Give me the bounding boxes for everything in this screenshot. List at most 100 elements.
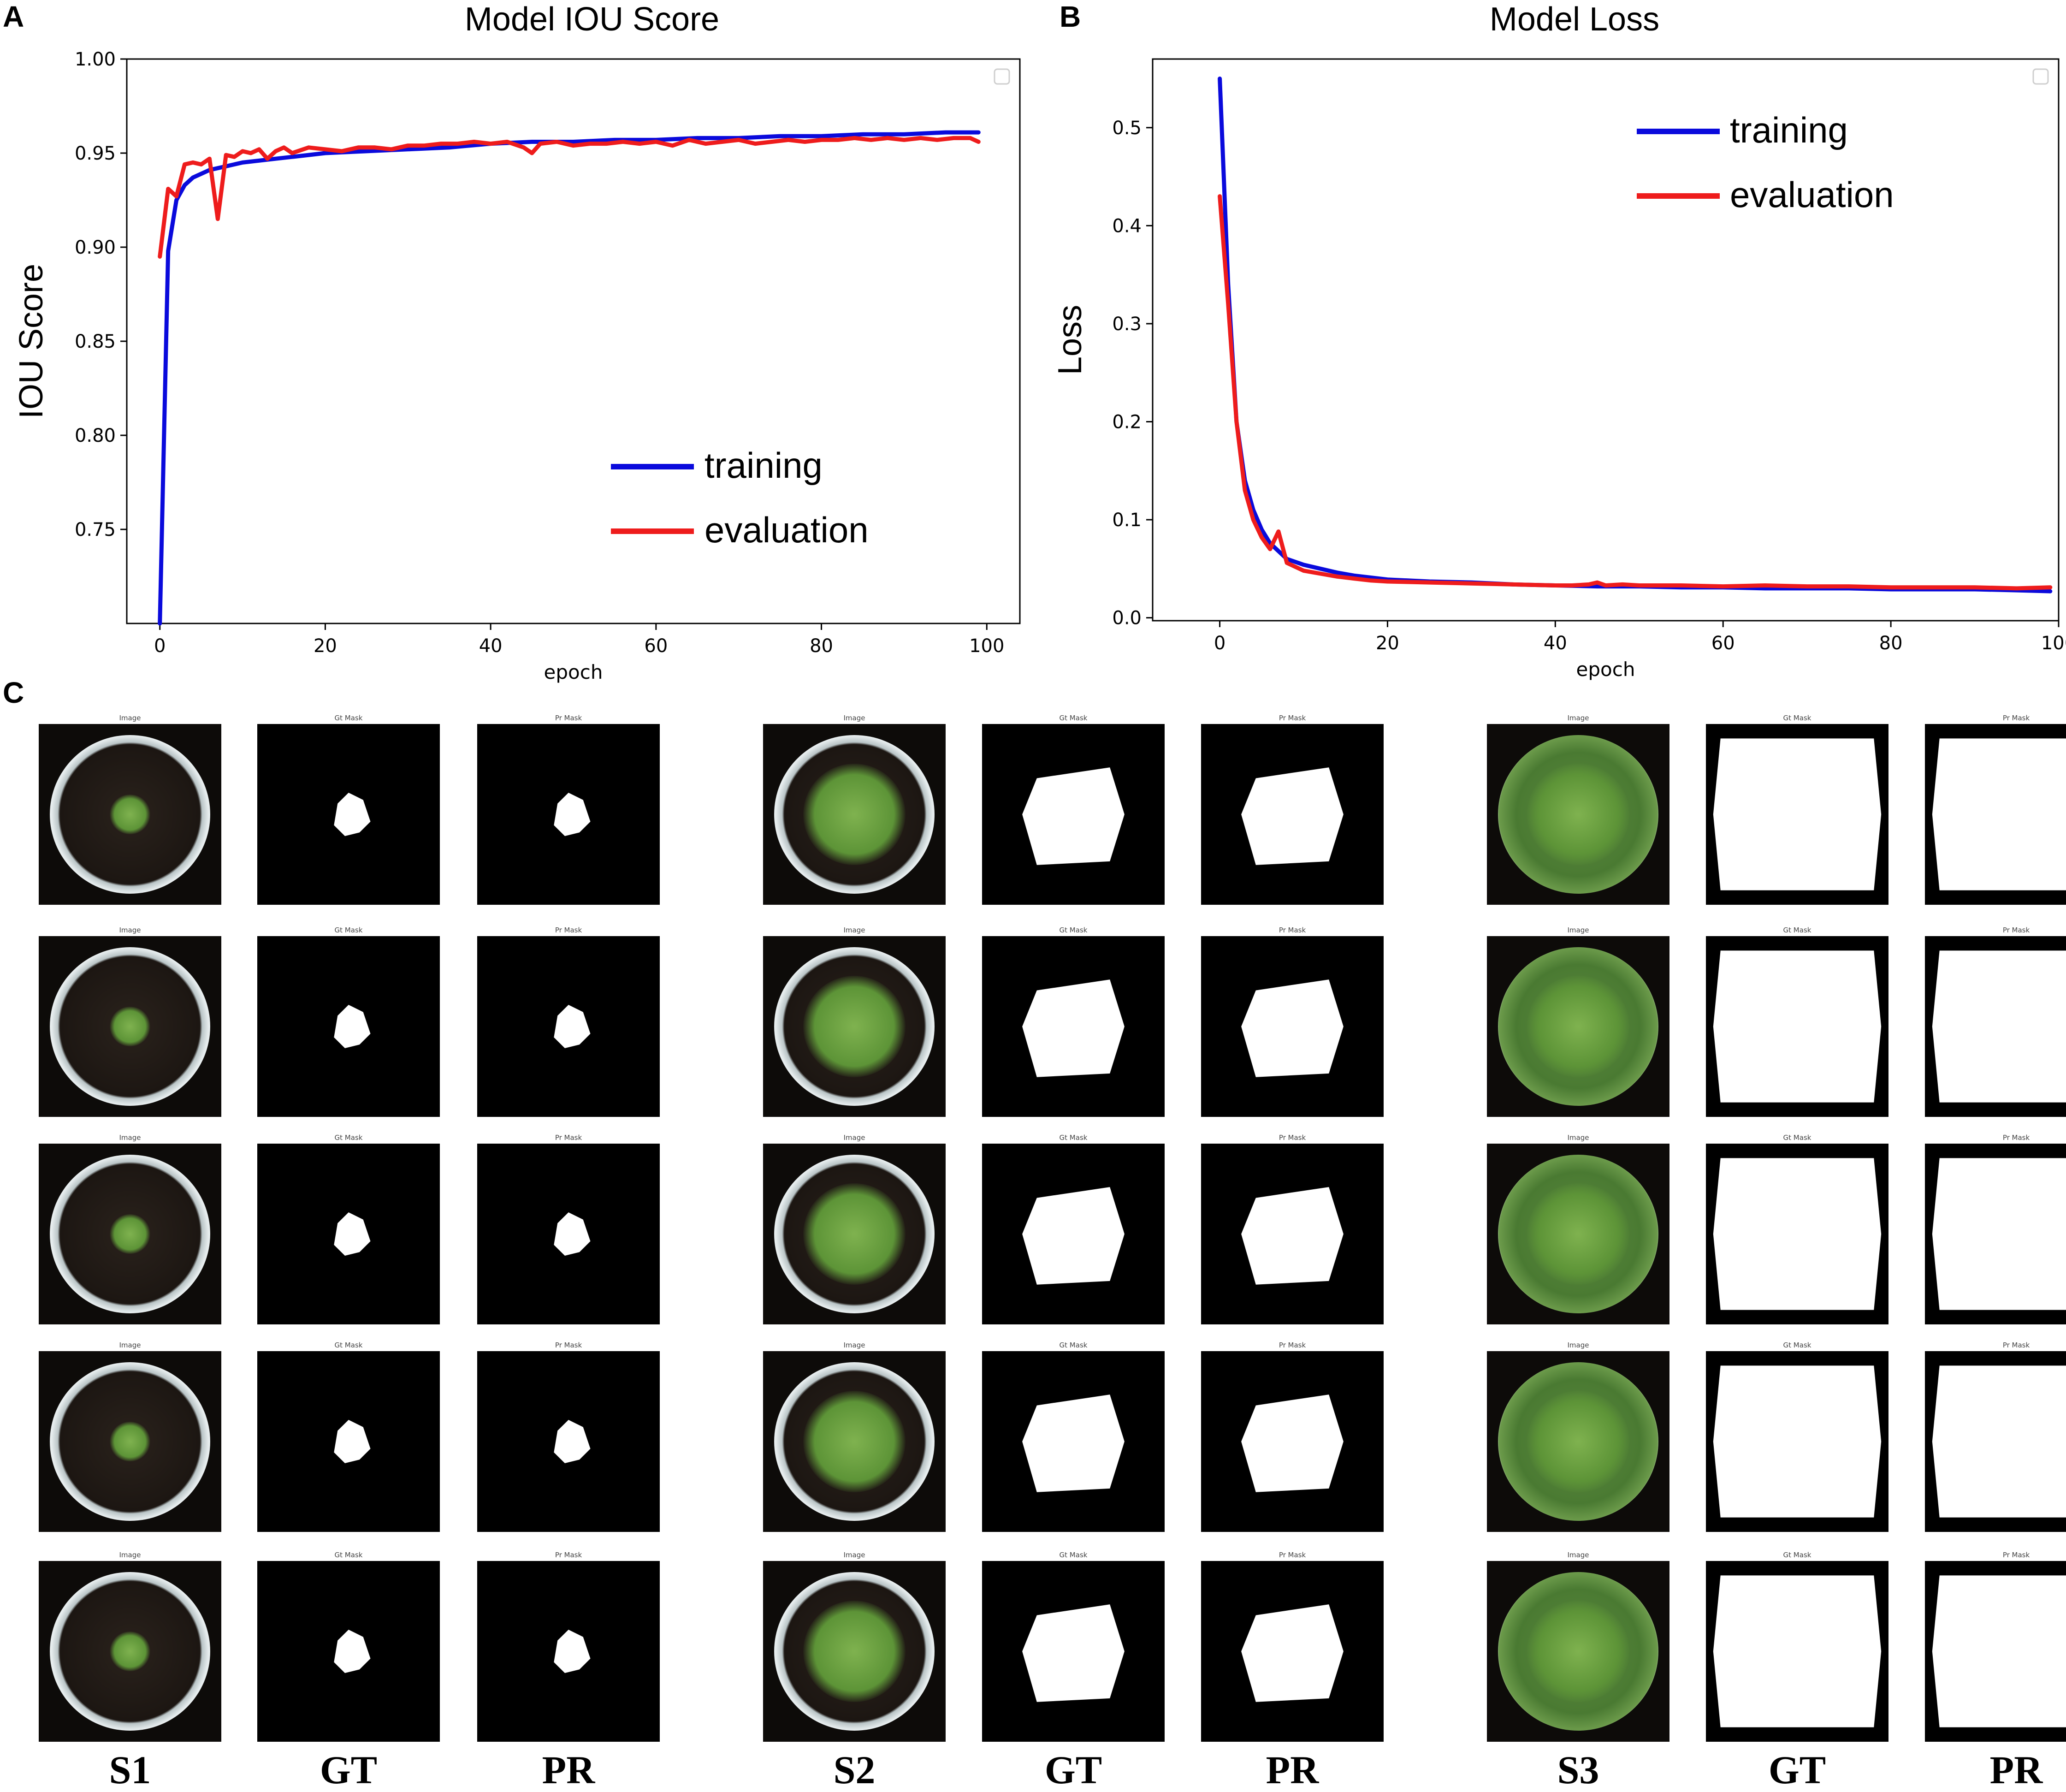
gt-mask-image: [982, 1351, 1165, 1532]
iou-legend-label-training: training: [704, 445, 823, 486]
iou-x-tick-label: 80: [810, 635, 833, 657]
pr-mask-image: [1925, 1351, 2066, 1532]
mask-foreground: [1713, 1158, 1882, 1310]
gt-mask-image: [982, 1144, 1165, 1324]
loss-x-tick-label: 60: [1711, 633, 1735, 654]
tile-caption: Pr Mask: [555, 1551, 582, 1559]
tile-caption: Image: [119, 714, 141, 722]
tile-caption: Pr Mask: [1279, 1133, 1306, 1142]
tile-caption: Gt Mask: [1059, 1133, 1088, 1142]
loss-x-tick-label: 100: [2041, 633, 2066, 654]
tile-caption: Gt Mask: [1783, 1551, 1811, 1559]
plant-photo: [763, 1561, 946, 1742]
iou-legend-label-evaluation: evaluation: [704, 510, 869, 550]
loss-x-axis-label: epoch: [1576, 658, 1635, 681]
mask-foreground: [554, 1212, 591, 1256]
tile-caption: Image: [843, 1133, 865, 1142]
mask-foreground: [554, 1004, 591, 1049]
tile-caption: Gt Mask: [1059, 1551, 1088, 1559]
tile-caption: Image: [843, 1551, 865, 1559]
loss-y-tick-label: 0.3: [1112, 314, 1142, 335]
pr-mask-image: [1925, 1144, 2066, 1324]
mask-foreground: [1932, 1365, 2066, 1518]
gt-mask-image: [1706, 1144, 1888, 1324]
loss-y-tick-label: 0.1: [1112, 510, 1142, 531]
column-label-gt: GT: [1044, 1748, 1102, 1792]
plant-photo: [763, 1351, 946, 1532]
tile-caption: Gt Mask: [334, 1341, 363, 1349]
pr-mask-image: [477, 1144, 660, 1324]
iou-y-axis-label: IOU Score: [13, 264, 50, 419]
tile-caption: Gt Mask: [1783, 1341, 1811, 1349]
mask-foreground: [1932, 1158, 2066, 1310]
plant-photo: [39, 936, 221, 1117]
tile-caption: Gt Mask: [1059, 714, 1088, 722]
loss-x-tick-label: 40: [1544, 633, 1567, 654]
tile-caption: Pr Mask: [1279, 1341, 1306, 1349]
loss-y-tick-label: 0.2: [1112, 411, 1142, 433]
tile-caption: Gt Mask: [1783, 1133, 1811, 1142]
tile-caption: Pr Mask: [1279, 714, 1306, 722]
tile-caption: Image: [1567, 1133, 1589, 1142]
plant-image: [803, 764, 906, 865]
plant-image: [110, 794, 150, 835]
gt-mask-image: [1706, 1351, 1888, 1532]
tile-caption: Pr Mask: [1279, 1551, 1306, 1559]
plant-image: [110, 1214, 150, 1254]
panel-letter-b: B: [1060, 0, 1081, 33]
loss-x-tick-label: 20: [1376, 633, 1399, 654]
column-label-pr: PR: [542, 1748, 595, 1792]
panel-letter-a: A: [3, 0, 24, 33]
mask-foreground: [1241, 1604, 1344, 1702]
loss-series-evaluation: [1218, 194, 2053, 591]
column-label-s3: S3: [1557, 1748, 1599, 1792]
plant-photo: [39, 1561, 221, 1742]
column-label-pr: PR: [1989, 1748, 2043, 1792]
tile-caption: Pr Mask: [2002, 1341, 2030, 1349]
tile-caption: Gt Mask: [334, 1133, 363, 1142]
pr-mask-image: [1201, 1351, 1384, 1532]
loss-y-tick-label: 0.0: [1112, 608, 1142, 629]
tile-caption: Gt Mask: [334, 1551, 363, 1559]
iou-y-tick-label: 0.80: [75, 425, 116, 446]
loss-y-tick-label: 0.4: [1112, 215, 1142, 237]
charts-svg: 0 20 40 60 80 100 0.75 0.80 0.85 0.90 0.95 1.00 Mode…: [13, 1, 2066, 683]
tile-caption: Image: [119, 1551, 141, 1559]
plant-photo: [1487, 1351, 1669, 1532]
mask-foreground: [334, 1212, 371, 1256]
pr-mask-image: [477, 1561, 660, 1742]
iou-chart-title: Model IOU Score: [465, 1, 719, 38]
mask-foreground: [554, 792, 591, 837]
pr-mask-image: [1925, 936, 2066, 1117]
gt-mask-image: [982, 1561, 1165, 1742]
gt-mask-image: [257, 724, 440, 905]
mask-foreground: [1022, 767, 1125, 865]
iou-legend-box: [994, 68, 1010, 85]
plant-image: [803, 976, 906, 1077]
gt-mask-image: [257, 1144, 440, 1324]
tile-caption: Image: [119, 926, 141, 934]
pr-mask-image: [477, 724, 660, 905]
mask-foreground: [554, 1419, 591, 1464]
pr-mask-image: [477, 936, 660, 1117]
loss-plot-frame: [1152, 58, 2060, 622]
iou-y-tick-label: 0.85: [75, 331, 116, 352]
mask-foreground: [1713, 738, 1882, 890]
mask-foreground: [1713, 1365, 1882, 1518]
plant-image: [803, 1183, 906, 1285]
loss-x-tick-label: 80: [1879, 633, 1903, 654]
gt-mask-image: [982, 936, 1165, 1117]
tile-caption: Image: [1567, 714, 1589, 722]
iou-x-tick-label: 40: [479, 635, 503, 657]
tile-caption: Image: [1567, 1341, 1589, 1349]
pr-mask-image: [1201, 724, 1384, 905]
tile-caption: Gt Mask: [1059, 1341, 1088, 1349]
plant-image: [1527, 1391, 1629, 1492]
column-label-s2: S2: [833, 1748, 876, 1792]
tile-caption: Pr Mask: [2002, 1551, 2030, 1559]
tile-caption: Pr Mask: [2002, 926, 2030, 934]
iou-x-tick-label: 100: [969, 635, 1004, 657]
gt-mask-image: [257, 1351, 440, 1532]
plant-photo: [1487, 1144, 1669, 1324]
tile-caption: Pr Mask: [2002, 1133, 2030, 1142]
